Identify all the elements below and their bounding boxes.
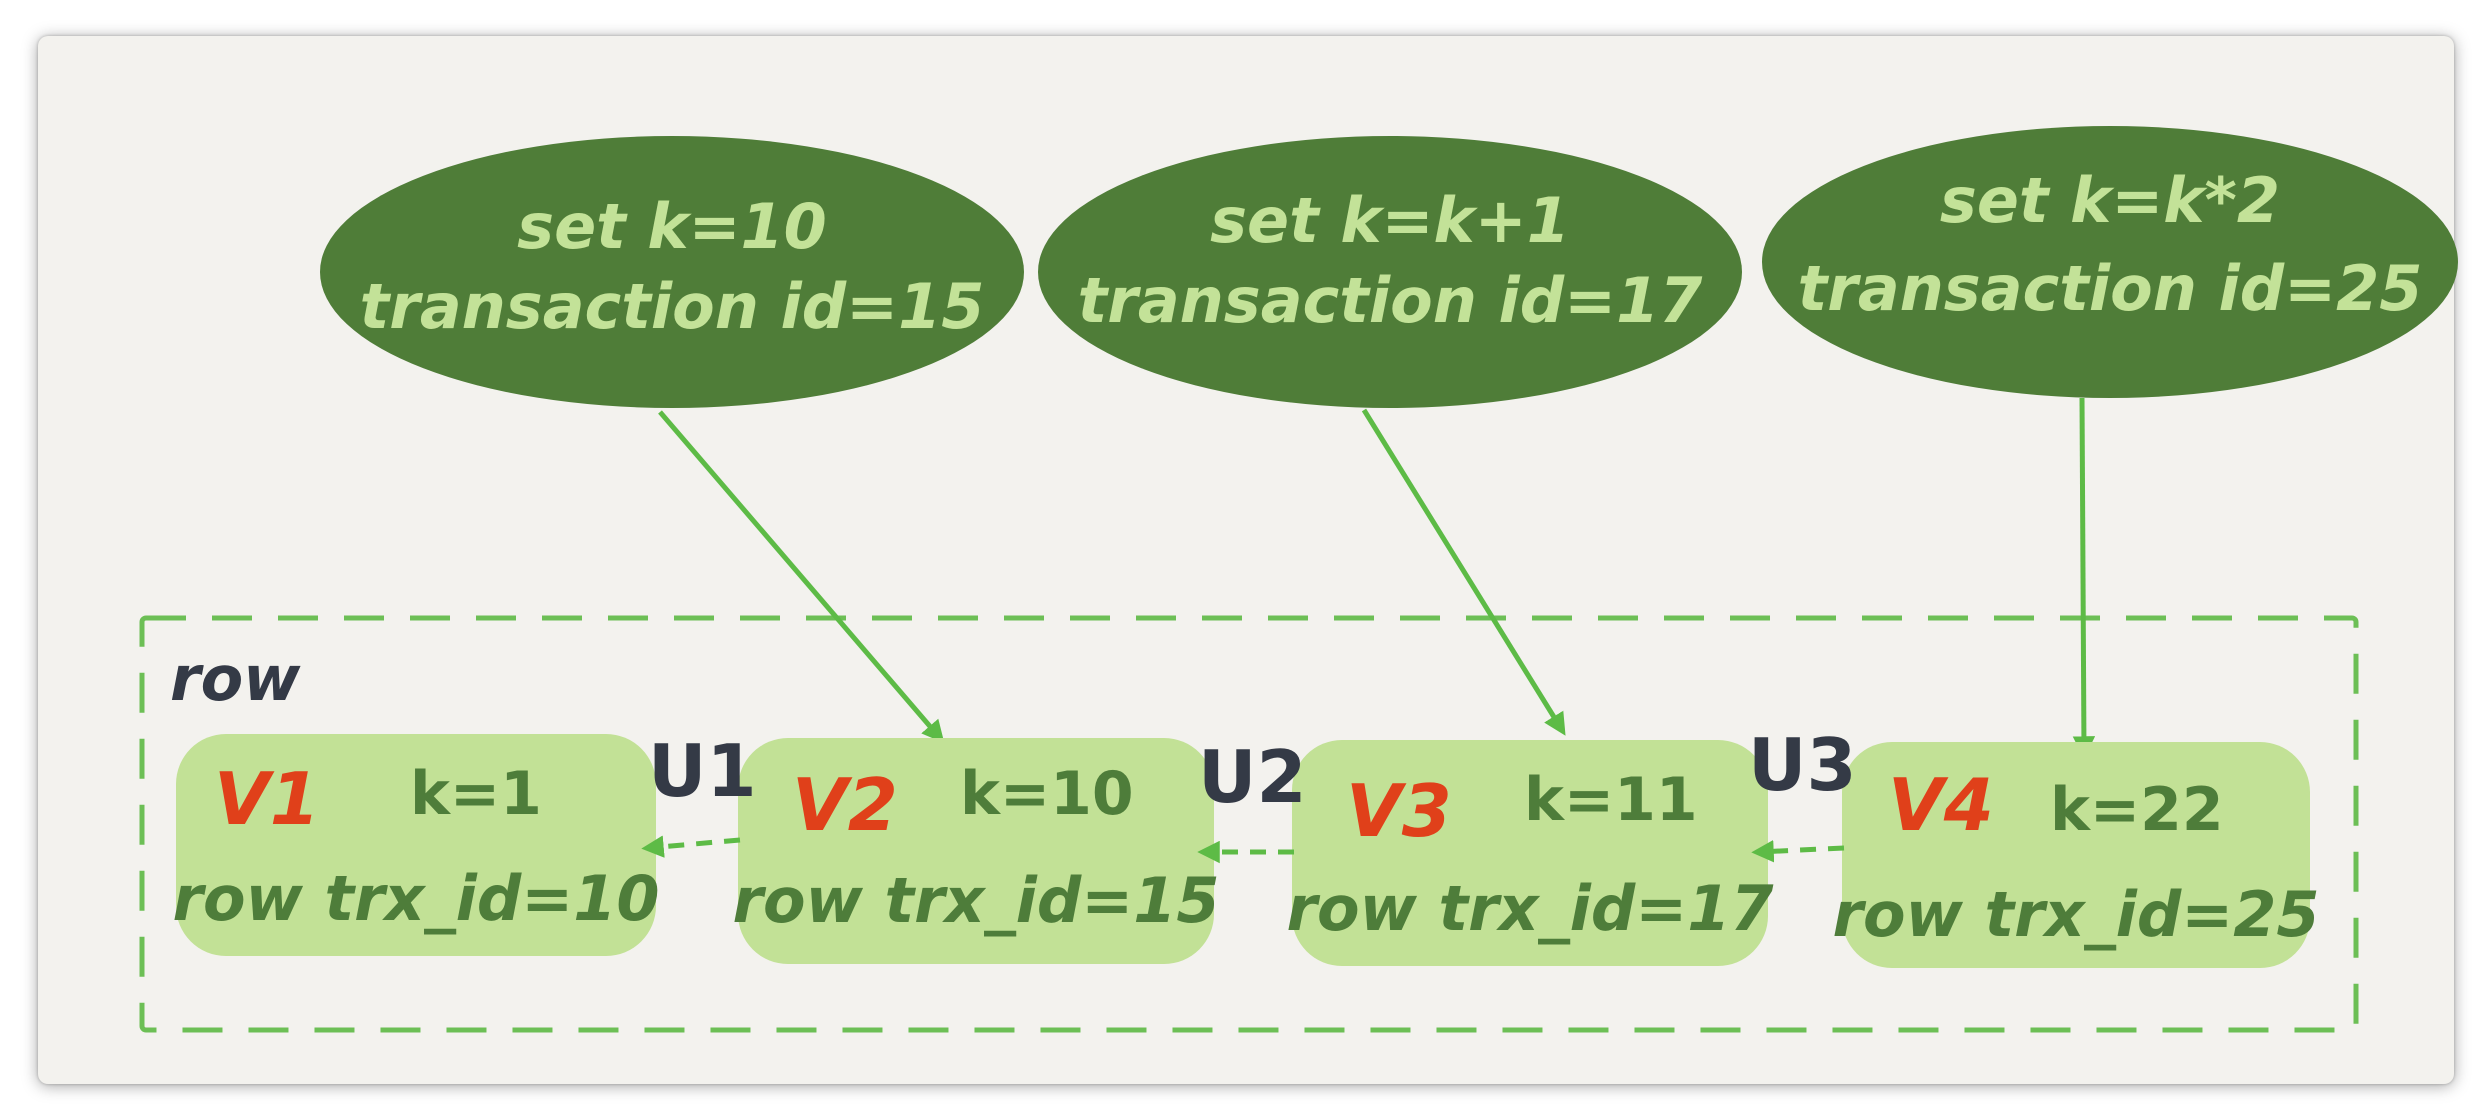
arrow-update-1-to-v2 [658,410,945,744]
version-label: V2 [792,763,898,847]
version-box [1842,742,2310,968]
version-value: k=11 [1524,765,1698,835]
update-statement: set k=k+1 [1210,184,1570,257]
update-statement: set k=10 [517,190,827,263]
version-box-v3: V3 k=11 row trx_id=17 [1286,740,1774,966]
update-ellipse [1762,126,2458,398]
version-value: k=1 [410,759,542,829]
version-trx-id: row trx_id=25 [1832,878,2319,951]
update-transaction-3: set k=k*2 transaction id=25 [1762,126,2458,398]
version-box-v2: V2 k=10 row trx_id=15 [732,738,1220,964]
version-trx-id: row trx_id=10 [172,862,659,935]
undo-arrow-v4-to-v3 [1751,840,1845,863]
update-transaction-id: transaction id=17 [1078,264,1704,337]
version-label: V4 [1888,763,1994,847]
version-trx-id: row trx_id=17 [1286,872,1774,945]
version-box-v4: V4 k=22 row trx_id=25 [1832,742,2320,968]
version-label: V1 [214,757,320,841]
undo-log-label-u1: U1 [648,729,757,813]
arrow-update-2-to-v3 [1361,408,1566,736]
version-box [176,734,656,956]
undo-log-label-u2: U2 [1198,735,1307,819]
version-box [738,738,1214,964]
row-container-border [139,615,2359,1033]
version-box-v1: V1 k=1 row trx_id=10 [172,734,660,956]
version-value: k=10 [960,759,1134,829]
undo-arrow-v2-to-v1 [641,835,741,858]
version-label: V3 [1346,769,1452,853]
version-value: k=22 [2050,775,2224,845]
undo-log-label-u3: U3 [1748,723,1857,807]
version-trx-id: row trx_id=15 [732,864,1219,937]
update-transaction-2: set k=k+1 transaction id=17 [1038,136,1742,408]
update-ellipse [1038,136,1742,408]
row-label: row [170,642,301,715]
version-box [1292,740,1768,966]
arrow-update-3-to-v4 [2072,397,2096,759]
update-ellipse [320,136,1024,408]
update-statement: set k=k*2 [1940,164,2280,237]
update-transaction-1: set k=10 transaction id=15 [320,136,1024,408]
update-transaction-id: transaction id=15 [360,270,985,343]
update-transaction-id: transaction id=25 [1798,252,2423,325]
